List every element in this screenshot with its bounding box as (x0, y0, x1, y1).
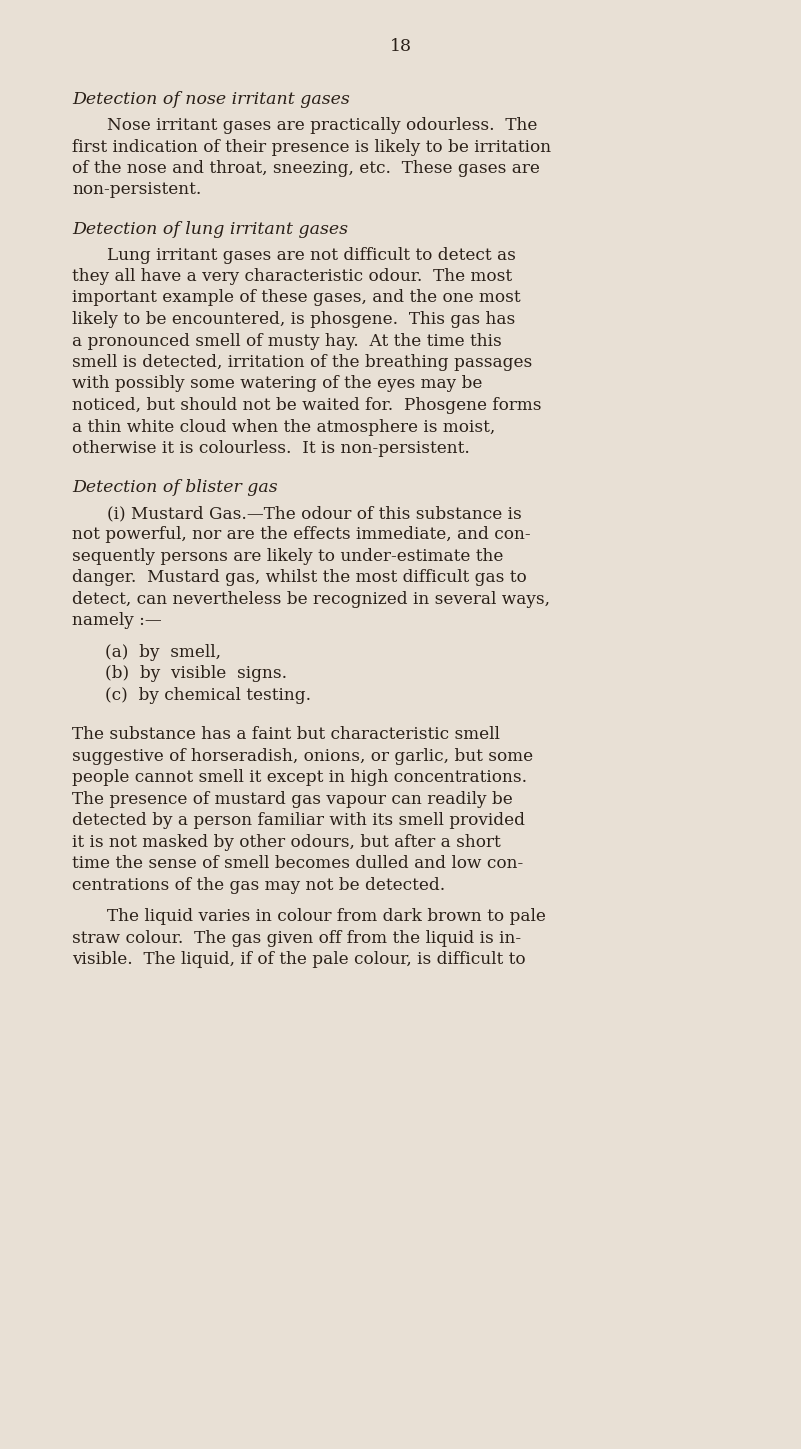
Text: smell is detected, irritation of the breathing passages: smell is detected, irritation of the bre… (72, 354, 532, 371)
Text: sequently persons are likely to under-estimate the: sequently persons are likely to under-es… (72, 548, 503, 565)
Text: otherwise it is colourless.  It is non-persistent.: otherwise it is colourless. It is non-pe… (72, 440, 470, 456)
Text: with possibly some watering of the eyes may be: with possibly some watering of the eyes … (72, 375, 482, 393)
Text: people cannot smell it except in high concentrations.: people cannot smell it except in high co… (72, 769, 527, 787)
Text: Nose irritant gases are practically odourless.  The: Nose irritant gases are practically odou… (107, 117, 537, 133)
Text: a pronounced smell of musty hay.  At the time this: a pronounced smell of musty hay. At the … (72, 332, 501, 349)
Text: Lung irritant gases are not difficult to detect as: Lung irritant gases are not difficult to… (107, 246, 516, 264)
Text: first indication of their presence is likely to be irritation: first indication of their presence is li… (72, 139, 551, 155)
Text: they all have a very characteristic odour.  The most: they all have a very characteristic odou… (72, 268, 512, 285)
Text: (i) Mustard Gas.—The odour of this substance is: (i) Mustard Gas.—The odour of this subst… (107, 506, 521, 522)
Text: important example of these gases, and the one most: important example of these gases, and th… (72, 290, 521, 307)
Text: (c)  by chemical testing.: (c) by chemical testing. (105, 687, 311, 704)
Text: detect, can nevertheless be recognized in several ways,: detect, can nevertheless be recognized i… (72, 591, 550, 609)
Text: suggestive of horseradish, onions, or garlic, but some: suggestive of horseradish, onions, or ga… (72, 748, 533, 765)
Text: likely to be encountered, is phosgene.  This gas has: likely to be encountered, is phosgene. T… (72, 312, 515, 327)
Text: The presence of mustard gas vapour can readily be: The presence of mustard gas vapour can r… (72, 791, 513, 809)
Text: (b)  by  visible  signs.: (b) by visible signs. (105, 665, 287, 682)
Text: Detection of nose irritant gases: Detection of nose irritant gases (72, 91, 350, 109)
Text: noticed, but should not be waited for.  Phosgene forms: noticed, but should not be waited for. P… (72, 397, 541, 414)
Text: detected by a person familiar with its smell provided: detected by a person familiar with its s… (72, 813, 525, 829)
Text: it is not masked by other odours, but after a short: it is not masked by other odours, but af… (72, 835, 501, 851)
Text: (a)  by  smell,: (a) by smell, (105, 643, 221, 661)
Text: The substance has a faint but characteristic smell: The substance has a faint but characteri… (72, 726, 500, 743)
Text: visible.  The liquid, if of the pale colour, is difficult to: visible. The liquid, if of the pale colo… (72, 952, 525, 968)
Text: Detection of blister gas: Detection of blister gas (72, 480, 278, 497)
Text: Detection of lung irritant gases: Detection of lung irritant gases (72, 222, 348, 238)
Text: of the nose and throat, sneezing, etc.  These gases are: of the nose and throat, sneezing, etc. T… (72, 159, 540, 177)
Text: straw colour.  The gas given off from the liquid is in-: straw colour. The gas given off from the… (72, 930, 521, 948)
Text: namely :—: namely :— (72, 613, 162, 629)
Text: The liquid varies in colour from dark brown to pale: The liquid varies in colour from dark br… (107, 909, 545, 926)
Text: centrations of the gas may not be detected.: centrations of the gas may not be detect… (72, 877, 445, 894)
Text: danger.  Mustard gas, whilst the most difficult gas to: danger. Mustard gas, whilst the most dif… (72, 569, 527, 587)
Text: a thin white cloud when the atmosphere is moist,: a thin white cloud when the atmosphere i… (72, 419, 495, 436)
Text: non-persistent.: non-persistent. (72, 181, 201, 199)
Text: not powerful, nor are the effects immediate, and con-: not powerful, nor are the effects immedi… (72, 526, 530, 543)
Text: time the sense of smell becomes dulled and low con-: time the sense of smell becomes dulled a… (72, 855, 523, 872)
Text: 18: 18 (389, 38, 412, 55)
